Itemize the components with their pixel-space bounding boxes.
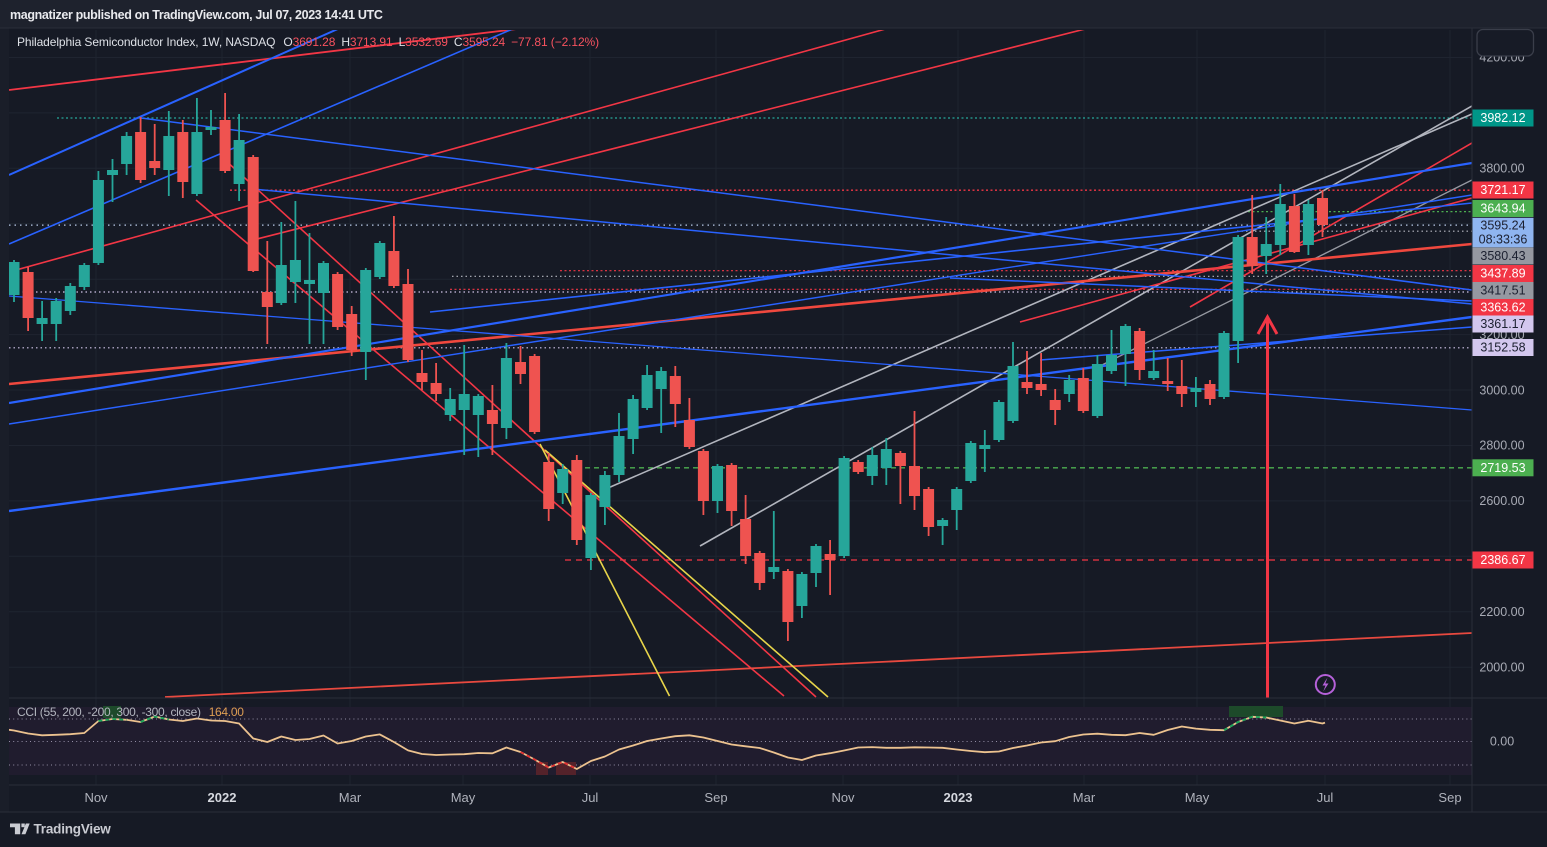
svg-text:Jul: Jul	[582, 790, 599, 805]
svg-text:Sep: Sep	[1438, 790, 1461, 805]
svg-text:magnatizer published on Tradin: magnatizer published on TradingView.com,…	[10, 8, 383, 22]
svg-text:2800.00: 2800.00	[1479, 439, 1524, 453]
svg-text:3982.12: 3982.12	[1480, 111, 1525, 125]
svg-text:3417.51: 3417.51	[1480, 284, 1525, 298]
svg-text:2000.00: 2000.00	[1479, 660, 1524, 674]
svg-text:3000.00: 3000.00	[1479, 383, 1524, 397]
svg-text:3363.62: 3363.62	[1480, 301, 1525, 315]
svg-text:Mar: Mar	[1073, 790, 1096, 805]
svg-text:3800.00: 3800.00	[1479, 162, 1524, 176]
svg-text:3643.94: 3643.94	[1480, 202, 1525, 216]
svg-text:Nov: Nov	[84, 790, 108, 805]
svg-text:3152.58: 3152.58	[1480, 341, 1525, 355]
svg-text:3361.17: 3361.17	[1480, 317, 1525, 331]
svg-text:Mar: Mar	[339, 790, 362, 805]
svg-text:2600.00: 2600.00	[1479, 494, 1524, 508]
svg-text:3595.24: 3595.24	[1480, 218, 1525, 232]
svg-text:2022: 2022	[208, 790, 237, 805]
svg-text:May: May	[1185, 790, 1210, 805]
svg-text:Jul: Jul	[1317, 790, 1334, 805]
svg-text:3437.89: 3437.89	[1480, 267, 1525, 281]
svg-text:Sep: Sep	[704, 790, 727, 805]
svg-text:May: May	[451, 790, 476, 805]
svg-text:2719.53: 2719.53	[1480, 461, 1525, 475]
svg-text:2200.00: 2200.00	[1479, 605, 1524, 619]
svg-text:2023: 2023	[944, 790, 973, 805]
svg-text:08:33:36: 08:33:36	[1479, 232, 1528, 246]
svg-text:Philadelphia Semiconductor Ind: Philadelphia Semiconductor Index, 1W, NA…	[17, 35, 599, 49]
svg-text:CCI (55, 200, -200, 300, -300,: CCI (55, 200, -200, 300, -300, close) 164…	[17, 705, 244, 719]
svg-text:2386.67: 2386.67	[1480, 553, 1525, 567]
svg-text:TradingView: TradingView	[34, 822, 112, 837]
svg-text:0.00: 0.00	[1490, 735, 1514, 749]
svg-text:Nov: Nov	[831, 790, 855, 805]
svg-text:3580.43: 3580.43	[1480, 249, 1525, 263]
svg-text:3721.17: 3721.17	[1480, 183, 1525, 197]
